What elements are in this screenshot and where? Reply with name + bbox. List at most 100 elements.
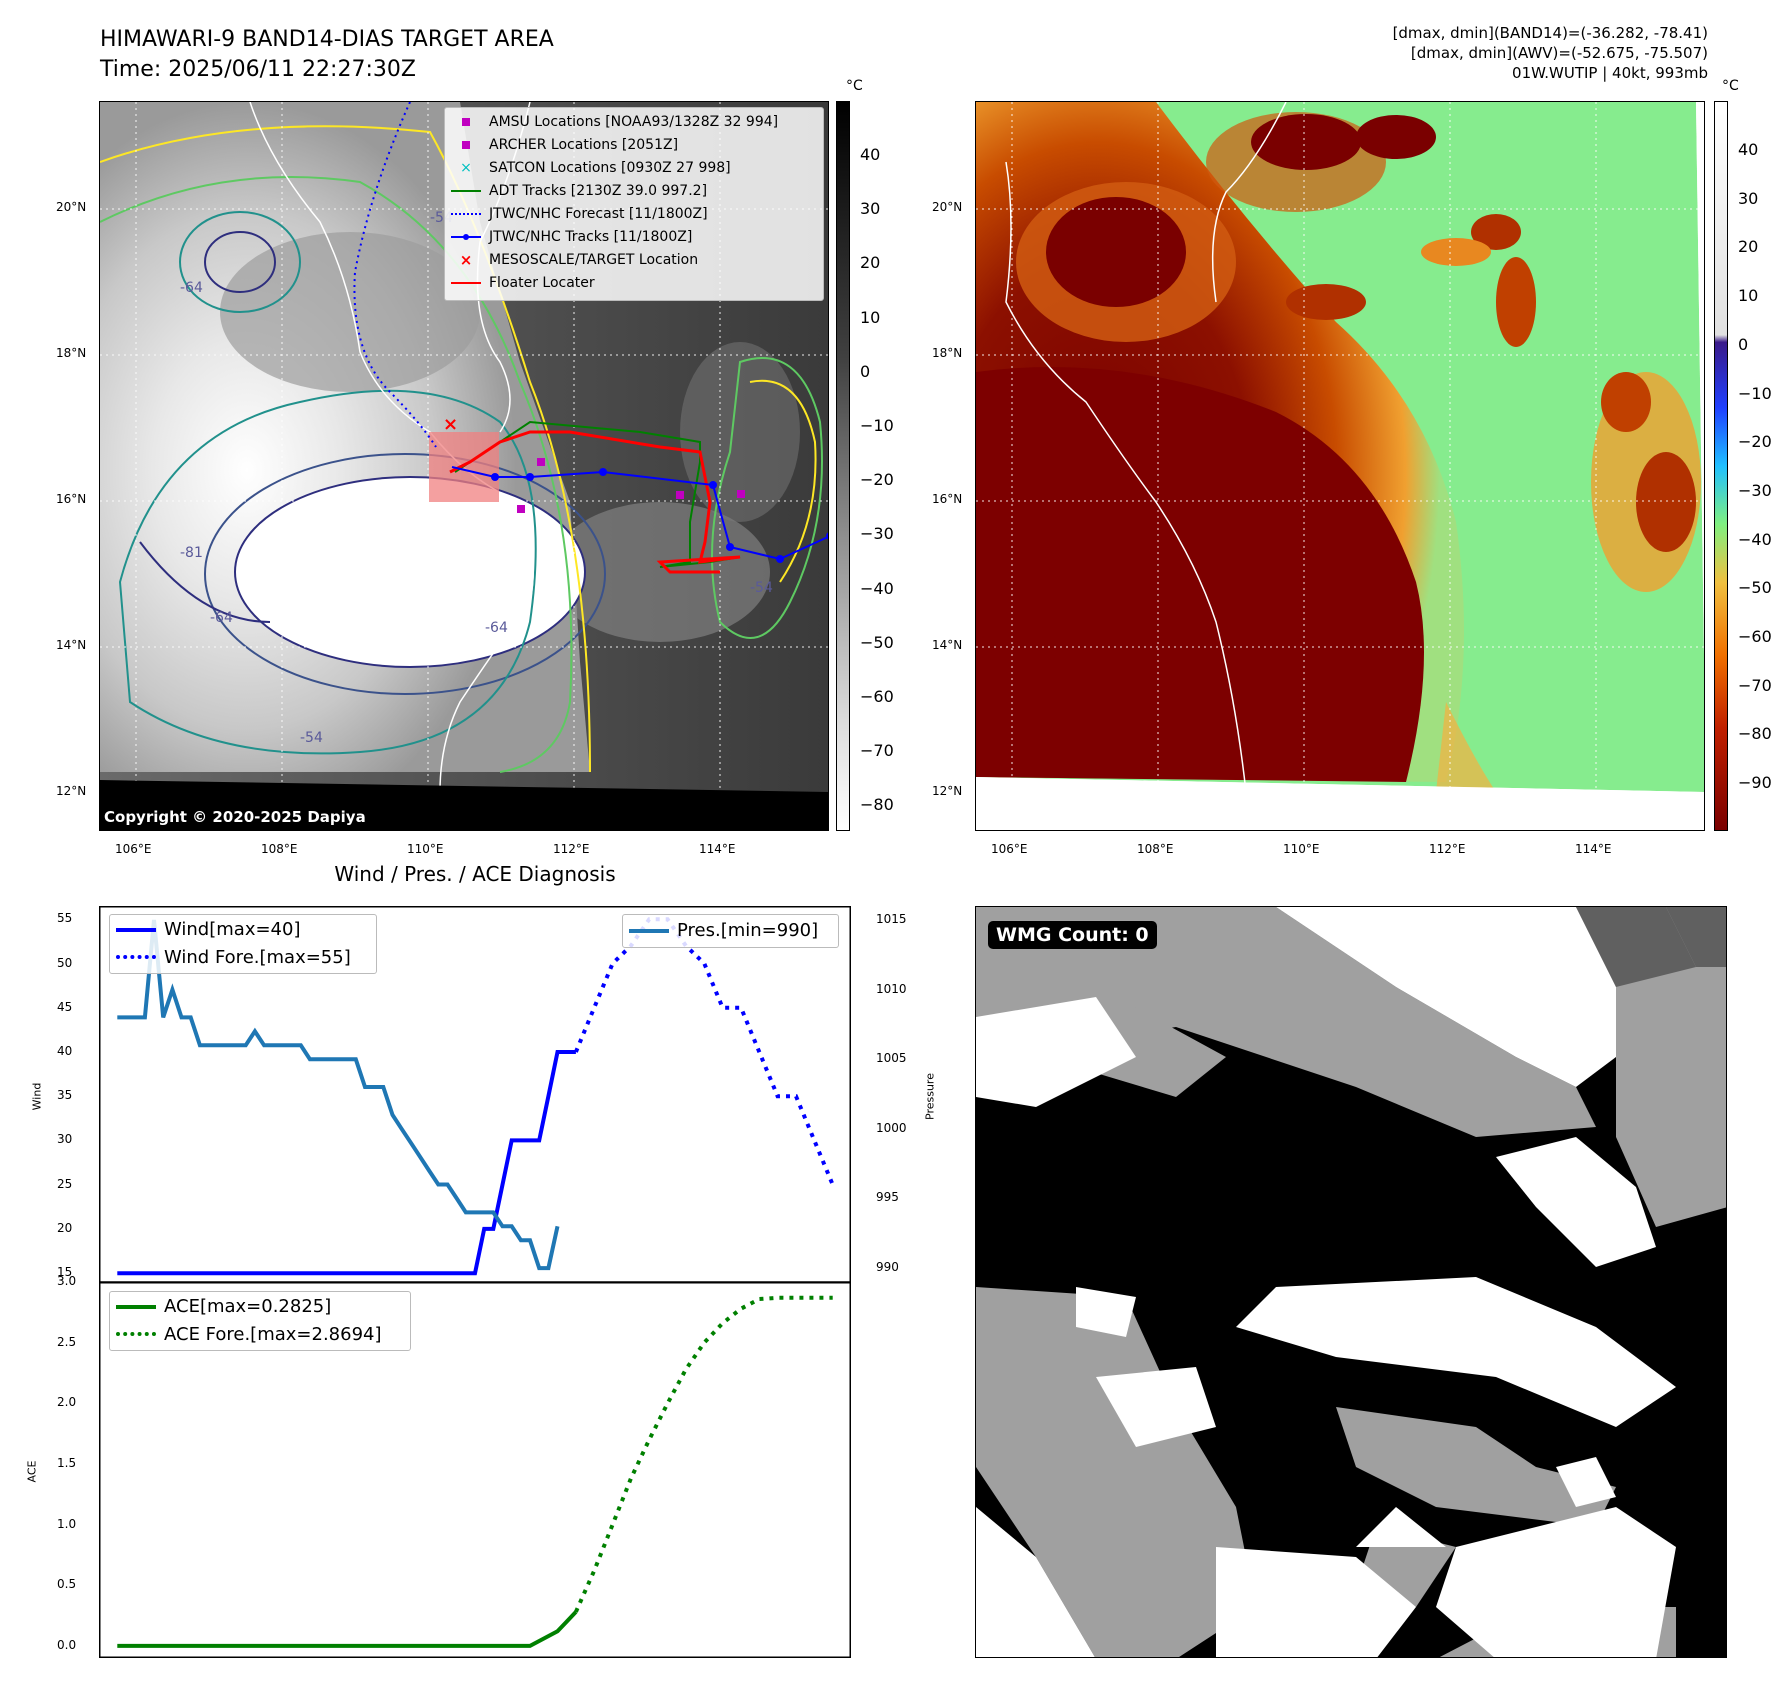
info-storm: 01W.WUTIP | 40kt, 993mb: [1512, 64, 1708, 82]
lon-label: 108°E: [1137, 842, 1174, 856]
contour-label: -64: [210, 610, 233, 626]
colorbar-tick: −50: [860, 632, 894, 652]
lat-label: 12°N: [932, 784, 963, 798]
wmg-imagery: [976, 907, 1726, 1657]
legend-item-adt: ADT Tracks [2130Z 39.0 997.2]: [445, 179, 823, 202]
left-map[interactable]: -64 -54 -81 -64 -54 -64 -54: [99, 101, 829, 831]
legend-item-wind: Wind[max=40]: [110, 915, 376, 943]
main-title: HIMAWARI-9 BAND14-DIAS TARGET AREA: [100, 27, 554, 52]
left-colorbar: [836, 101, 850, 831]
lon-label: 114°E: [699, 842, 736, 856]
series-line-1: [574, 917, 835, 1186]
colorbar-tick: −70: [860, 741, 894, 761]
colorbar-tick: −30: [1738, 480, 1772, 500]
colorbar-tick: −50: [1738, 578, 1772, 598]
diagnosis-title: Wind / Pres. / ACE Diagnosis: [334, 862, 616, 886]
right-colorbar: [1714, 101, 1728, 831]
legend-item-wind-forecast: Wind Fore.[max=55]: [110, 943, 376, 971]
ace-series-line-1: [574, 1295, 833, 1613]
svg-text:×: ×: [443, 414, 458, 435]
lon-label: 108°E: [261, 842, 298, 856]
colorbar-tick: −80: [1738, 724, 1772, 744]
lat-label: 14°N: [56, 638, 87, 652]
wind-tick-label: 15: [57, 1265, 73, 1280]
legend-item-floater: Floater Locater: [445, 271, 823, 294]
legend-item-satcon: × SATCON Locations [0930Z 27 998]: [460, 159, 731, 176]
wind-chart-frame: [99, 906, 851, 1282]
wind-tick-label: 50: [57, 955, 73, 970]
colorbar-tick: −10: [1738, 383, 1772, 403]
contour-label: -64: [485, 620, 508, 636]
contour-label: -64: [180, 280, 203, 296]
colorbar-tick: −60: [1738, 627, 1772, 646]
contour-label: -81: [180, 545, 203, 561]
pressure-tick-label: 1010: [876, 981, 907, 996]
pressure-tick-label: 1005: [876, 1051, 907, 1066]
colorbar-tick: 30: [1738, 188, 1759, 208]
pressure-tick-label: 995: [876, 1190, 899, 1205]
ace-chart: [99, 1282, 851, 1658]
legend-item-pressure: Pres.[min=990]: [623, 915, 838, 945]
legend-item-jtwc-forecast: JTWC/NHC Forecast [11/1800Z]: [445, 202, 823, 225]
lon-label: 114°E: [1575, 842, 1612, 856]
lon-label: 112°E: [553, 842, 590, 856]
wind-tick-label: 35: [57, 1088, 73, 1103]
ace-tick-label: 2.0: [57, 1395, 77, 1410]
wind-tick-label: 30: [57, 1132, 73, 1147]
lon-label: 106°E: [991, 842, 1028, 856]
lat-label: 20°N: [56, 200, 87, 214]
colorbar-tick: −10: [860, 416, 894, 435]
right-map-imagery: [976, 102, 1704, 830]
wind-tick-label: 40: [57, 1043, 73, 1058]
wind-tick-label: 20: [57, 1220, 73, 1235]
lat-label: 16°N: [932, 492, 963, 506]
colorbar-tick: 20: [1738, 237, 1759, 257]
lat-label: 16°N: [56, 492, 87, 506]
pressure-legend: Pres.[min=990]: [622, 914, 839, 948]
colorbar-tick: −20: [1738, 432, 1772, 452]
info-awv: [dmax, dmin](AWV)=(-52.675, -75.507): [1410, 44, 1708, 62]
info-band14: [dmax, dmin](BAND14)=(-36.282, -78.41): [1392, 24, 1708, 42]
ace-tick-label: 0.5: [57, 1577, 77, 1592]
colorbar-tick: 20: [860, 253, 881, 273]
colorbar-tick: −20: [860, 470, 894, 490]
ace-legend: ACE[max=0.2825] ACE Fore.[max=2.8694]: [109, 1291, 411, 1351]
series-line-0: [117, 1050, 576, 1276]
ace-tick-label: 1.5: [57, 1455, 77, 1470]
pressure-tick-label: 990: [876, 1260, 899, 1275]
colorbar-tick: 40: [1738, 140, 1759, 159]
ace-axis-label: ACE: [25, 1460, 39, 1483]
wmg-panel[interactable]: WMG Count: 0: [975, 906, 1727, 1658]
colorbar-tick: 10: [1738, 286, 1759, 306]
pressure-tick-label: 1015: [876, 911, 907, 926]
wind-tick-label: 55: [57, 911, 73, 926]
lat-label: 12°N: [56, 784, 87, 798]
lon-label: 110°E: [1283, 842, 1320, 856]
legend-item-ace: ACE[max=0.2825]: [110, 1292, 410, 1320]
colorbar-tick: −60: [860, 687, 894, 706]
colorbar-tick: −40: [860, 578, 894, 598]
ace-tick-label: 3.0: [57, 1274, 77, 1288]
colorbar-tick: 40: [860, 145, 881, 164]
contour-label: -54: [300, 730, 323, 746]
colorbar-tick: 0: [860, 361, 871, 381]
ace-series-line-0: [117, 1610, 578, 1648]
right-map[interactable]: [975, 101, 1705, 831]
wind-legend: Wind[max=40] Wind Fore.[max=55]: [109, 914, 377, 974]
ace-tick-label: 1.0: [57, 1516, 77, 1531]
colorbar-tick: 0: [1738, 334, 1749, 354]
colorbar-tick: −90: [1738, 773, 1772, 793]
legend-item-amsu: AMSU Locations [NOAA93/1328Z 32 994]: [445, 110, 823, 133]
legend-item-archer: ARCHER Locations [2051Z]: [445, 133, 823, 156]
colorbar-tick: −70: [1738, 675, 1772, 695]
colorbar-tick: −80: [860, 795, 894, 815]
ace-tick-label: 0.0: [57, 1637, 77, 1652]
wind-axis-label: Wind: [30, 1082, 44, 1111]
map-legend: AMSU Locations [NOAA93/1328Z 32 994] ARC…: [444, 107, 824, 301]
colorbar-tick: −30: [860, 524, 894, 544]
wind-tick-label: 25: [57, 1176, 73, 1191]
wind-pressure-chart: [99, 906, 851, 1282]
lat-label: 18°N: [932, 346, 963, 360]
lat-label: 20°N: [932, 200, 963, 214]
series-line-2: [117, 919, 560, 1271]
